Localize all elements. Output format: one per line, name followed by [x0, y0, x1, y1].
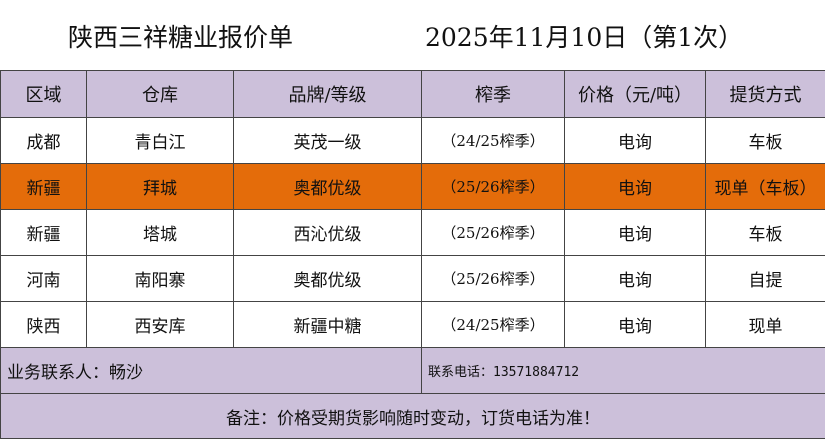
cell-price: 电询 [564, 163, 706, 210]
cell-season: （25/26榨季） [421, 163, 565, 210]
cell-price: 电询 [564, 301, 706, 348]
cell-delivery: 车板 [705, 209, 825, 256]
cell-region: 陕西 [0, 301, 87, 348]
header-delivery: 提货方式 [705, 70, 825, 118]
table-row: 成都 青白江 英茂一级 （24/25榨季） 电询 车板 [0, 117, 825, 164]
cell-delivery: 现单 [705, 301, 825, 348]
table-row: 新疆 塔城 西沁优级 （25/26榨季） 电询 车板 [0, 209, 825, 256]
cell-region: 河南 [0, 255, 87, 302]
header-price: 价格（元/吨） [564, 70, 706, 118]
cell-brand: 奥都优级 [233, 163, 422, 210]
contact-phone: 联系电话：13571884712 [421, 347, 825, 394]
cell-region: 成都 [0, 117, 87, 164]
header-brand: 品牌/等级 [233, 70, 422, 118]
note-row: 备注：价格受期货影响随时变动，订货电话为准！ [0, 393, 825, 439]
cell-delivery: 车板 [705, 117, 825, 164]
price-table: 区域 仓库 品牌/等级 榨季 价格（元/吨） 提货方式 成都 青白江 英茂一级 … [0, 70, 825, 439]
cell-price: 电询 [564, 117, 706, 164]
cell-brand: 西沁优级 [233, 209, 422, 256]
contact-row: 业务联系人：畅沙 联系电话：13571884712 [0, 347, 825, 394]
table-row: 河南 南阳寨 奥都优级 （25/26榨季） 电询 自提 [0, 255, 825, 302]
remark-note: 备注：价格受期货影响随时变动，订货电话为准！ [0, 393, 825, 439]
cell-season: （24/25榨季） [421, 117, 565, 164]
cell-warehouse: 塔城 [86, 209, 234, 256]
company-title: 陕西三祥糖业报价单 [68, 23, 294, 52]
cell-region: 新疆 [0, 209, 87, 256]
header-region: 区域 [0, 70, 87, 118]
cell-delivery: 自提 [705, 255, 825, 302]
cell-season: （25/26榨季） [421, 209, 565, 256]
cell-brand: 新疆中糖 [233, 301, 422, 348]
cell-season: （25/26榨季） [421, 255, 565, 302]
date-title: 2025年11月10日（第1次） [425, 23, 744, 52]
header-warehouse: 仓库 [86, 70, 234, 118]
cell-season: （24/25榨季） [421, 301, 565, 348]
cell-price: 电询 [564, 209, 706, 256]
cell-region: 新疆 [0, 163, 87, 210]
cell-price: 电询 [564, 255, 706, 302]
table-row: 陕西 西安库 新疆中糖 （24/25榨季） 电询 现单 [0, 301, 825, 348]
title-row: 陕西三祥糖业报价单 2025年11月10日（第1次） [0, 0, 825, 70]
cell-brand: 奥都优级 [233, 255, 422, 302]
cell-warehouse: 青白江 [86, 117, 234, 164]
contact-person: 业务联系人：畅沙 [0, 347, 422, 394]
table-row-highlighted: 新疆 拜城 奥都优级 （25/26榨季） 电询 现单（车板） [0, 163, 825, 210]
cell-warehouse: 南阳寨 [86, 255, 234, 302]
header-season: 榨季 [421, 70, 565, 118]
cell-warehouse: 拜城 [86, 163, 234, 210]
cell-brand: 英茂一级 [233, 117, 422, 164]
header-row: 区域 仓库 品牌/等级 榨季 价格（元/吨） 提货方式 [0, 70, 825, 118]
cell-warehouse: 西安库 [86, 301, 234, 348]
cell-delivery: 现单（车板） [705, 163, 825, 210]
